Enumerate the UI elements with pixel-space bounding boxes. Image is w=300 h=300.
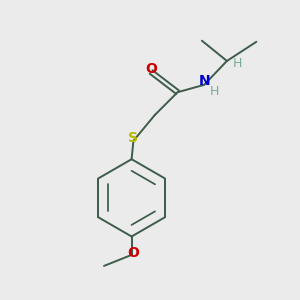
Text: H: H xyxy=(210,85,219,98)
Text: O: O xyxy=(145,62,157,76)
Text: N: N xyxy=(198,74,210,88)
Text: O: O xyxy=(128,246,140,260)
Text: S: S xyxy=(128,131,138,145)
Text: H: H xyxy=(232,57,242,70)
